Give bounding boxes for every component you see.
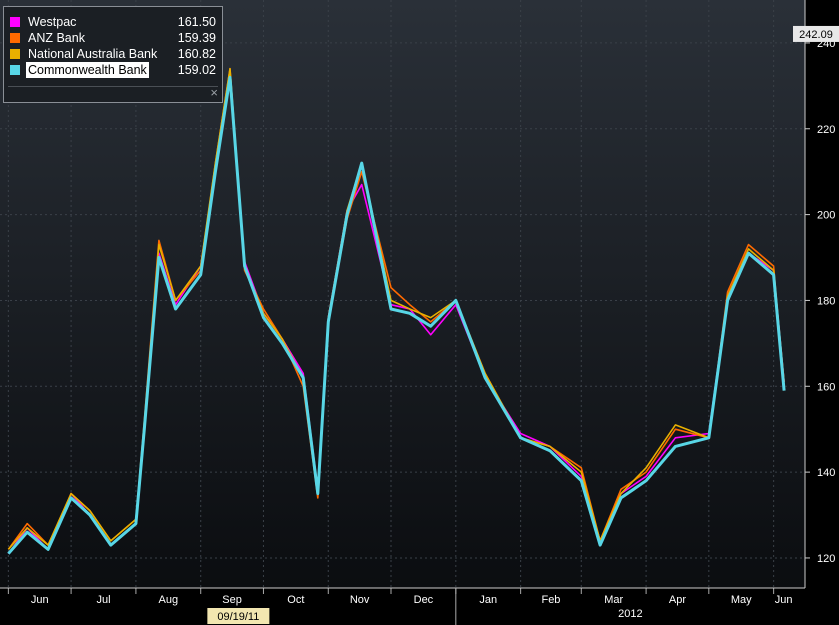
x-tick-label: Aug: [159, 594, 179, 606]
legend-series-name: ANZ Bank: [28, 31, 85, 45]
last-value-tag-box: [793, 25, 839, 42]
y-tick-label: 120: [817, 553, 835, 565]
legend-series-value: 160.82: [177, 47, 216, 61]
legend-series-value: 161.50: [177, 15, 216, 29]
legend-swatch: [10, 49, 20, 59]
series-line-commonwealth-bank[interactable]: [7, 75, 786, 555]
legend-panel[interactable]: Westpac 161.50 ANZ Bank 159.39 National …: [3, 6, 223, 103]
x-tick-label: Jun: [31, 594, 49, 606]
y-axis-panel: [805, 0, 839, 625]
legend-divider: [8, 86, 218, 87]
x-tick-label: Apr: [669, 594, 686, 606]
legend-entry-nab[interactable]: National Australia Bank 160.82: [10, 46, 216, 62]
x-tick-label: Feb: [541, 594, 560, 606]
legend-series-value: 159.02: [177, 63, 216, 77]
legend-entry-commonwealth[interactable]: Commonwealth Bank 159.02: [10, 62, 216, 78]
legend-series-value: 159.39: [177, 31, 216, 45]
y-tick-label: 160: [817, 381, 835, 393]
legend-entry-westpac[interactable]: Westpac 161.50: [10, 14, 216, 30]
x-tick-label: Jul: [96, 594, 110, 606]
y-tick-label: 140: [817, 467, 835, 479]
crosshair-date-box: [207, 608, 270, 624]
x-tick-label: Jan: [479, 594, 497, 606]
close-icon[interactable]: ×: [210, 85, 218, 100]
y-tick-label: 220: [817, 124, 835, 136]
legend-series-name: Westpac: [28, 15, 77, 29]
legend-swatch: [10, 65, 20, 75]
x-tick-label: Sep: [222, 594, 242, 606]
x-tick-label: Nov: [350, 594, 370, 606]
x-tick-label: Jun: [775, 594, 793, 606]
y-tick-label: 180: [817, 295, 835, 307]
y-tick-label: 200: [817, 210, 835, 222]
x-tick-label: Dec: [414, 594, 434, 606]
last-value-tag: 242.09: [799, 29, 833, 41]
x-tick-label: Oct: [287, 594, 304, 606]
x-tick-label: May: [731, 594, 752, 606]
legend-swatch: [10, 33, 20, 43]
legend-series-name: National Australia Bank: [28, 47, 158, 61]
year-label: 2012: [618, 608, 642, 620]
x-axis-panel: [0, 588, 839, 625]
crosshair-date-label: 09/19/11: [217, 611, 259, 623]
x-tick-label: Mar: [604, 594, 623, 606]
legend-entry-anz[interactable]: ANZ Bank 159.39: [10, 30, 216, 46]
legend-swatch: [10, 17, 20, 27]
legend-series-name: Commonwealth Bank: [26, 62, 149, 78]
